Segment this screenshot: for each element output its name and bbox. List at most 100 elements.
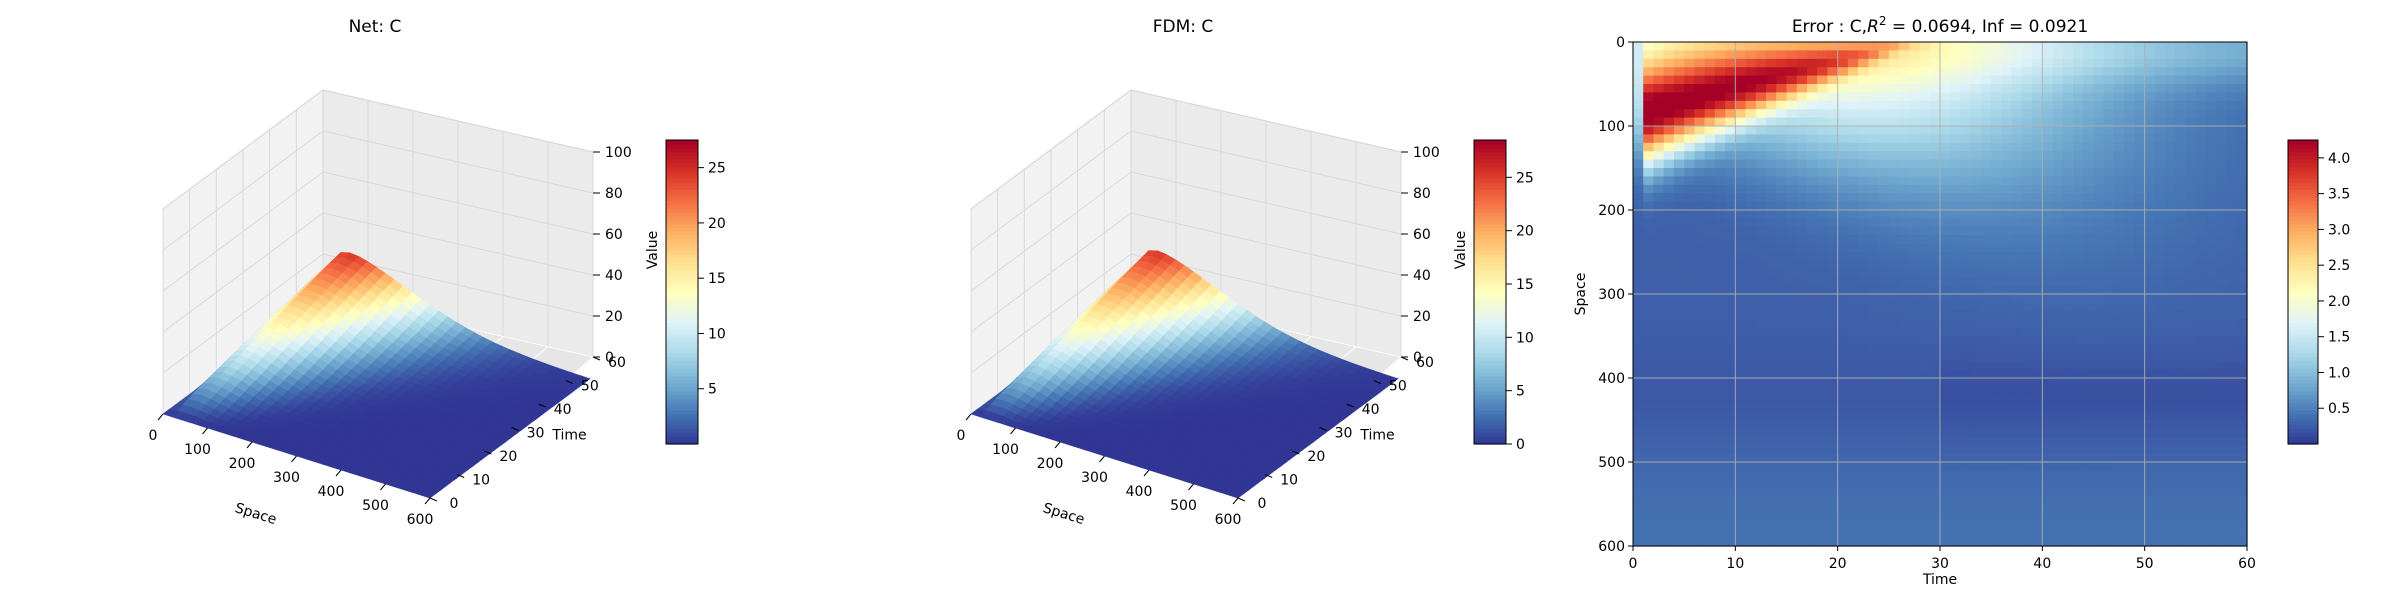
heatmap-cell: [2083, 210, 2095, 219]
heatmap-cell: [1725, 277, 1736, 287]
heatmap-cell: [1633, 462, 1644, 471]
heatmap-cell: [1899, 327, 1910, 337]
heatmap-cell: [1817, 361, 1829, 371]
heatmap-cell: [2093, 201, 2105, 211]
heatmap-cell: [1704, 50, 1716, 60]
heatmap-cell: [1806, 210, 1818, 219]
heatmap-cell: [1929, 67, 1941, 77]
z-tick-label: 60: [605, 227, 623, 243]
heatmap-cell: [1694, 369, 1706, 379]
heatmap-cell: [1888, 268, 1900, 278]
heatmap-cell: [1837, 420, 1849, 429]
heatmap-cell: [1694, 520, 1706, 530]
heatmap-cell: [2011, 310, 2023, 320]
heatmap-cell: [1694, 184, 1706, 194]
colorbar-segment: [666, 314, 698, 320]
heatmap-cell: [1909, 319, 1921, 329]
heatmap-cell: [2052, 302, 2064, 312]
heatmap-cell: [1909, 336, 1921, 345]
colorbar-segment: [1474, 318, 1506, 323]
heatmap-cell: [2052, 268, 2064, 278]
heatmap-cell: [2062, 420, 2074, 429]
heatmap-cell: [2042, 50, 2054, 60]
x-axis-label: Space: [1041, 500, 1086, 528]
heatmap-cell: [1786, 537, 1798, 547]
heatmap-cell: [1878, 302, 1890, 312]
x-tick-mark: [1054, 441, 1061, 449]
heatmap-cell: [2042, 445, 2054, 455]
colorbar-segment: [1474, 246, 1506, 251]
heatmap-cell: [1714, 411, 1726, 421]
heatmap-cell: [2103, 302, 2115, 312]
heatmap-cell: [2052, 386, 2064, 396]
heatmap-cell: [1888, 487, 1900, 497]
heatmap-cell: [1684, 285, 1695, 295]
heatmap-cell: [1745, 151, 1757, 161]
heatmap-cell: [1929, 218, 1941, 228]
heatmap-cell: [1806, 520, 1818, 530]
colorbar-segment: [1474, 238, 1506, 244]
heatmap-cell: [2062, 201, 2074, 211]
heatmap-cell: [1745, 193, 1757, 203]
heatmap-cell: [1684, 302, 1695, 312]
heatmap-cell: [1673, 386, 1685, 396]
heatmap-cell: [2062, 470, 2074, 480]
heatmap-cell: [1970, 210, 1982, 219]
heatmap-cell: [1837, 277, 1849, 287]
heatmap-cell: [2062, 361, 2074, 371]
heatmap-cell: [1991, 126, 2002, 135]
x-tick-mark: [157, 413, 164, 421]
z-grid-line: [970, 212, 1132, 333]
heatmap-cell: [2052, 260, 2064, 270]
heatmap-cell: [2001, 436, 2013, 446]
heatmap-cell: [1991, 168, 2002, 177]
colorbar-segment: [666, 375, 698, 380]
colorbar-tick-label: 25: [1516, 170, 1534, 186]
heatmap-cell: [1940, 134, 1951, 144]
heatmap-cell: [1950, 268, 1962, 278]
heatmap-cell: [1653, 42, 1665, 51]
heatmap-cell: [1847, 436, 1859, 446]
heatmap-cell: [1878, 394, 1890, 404]
heatmap-cell: [1909, 470, 1921, 480]
x-tick-mark: [291, 455, 297, 463]
heatmap-cell: [1735, 134, 1747, 144]
heatmap-cell: [2083, 92, 2095, 102]
colorbar-segment: [1474, 269, 1506, 274]
heatmap-cell: [1827, 361, 1839, 371]
heatmap-cell: [1673, 344, 1685, 354]
heatmap-cell: [2052, 159, 2064, 169]
heatmap-cell: [1980, 260, 1992, 270]
heatmap-cell: [1878, 193, 1890, 203]
heatmap-cell: [1776, 142, 1788, 152]
heatmap-cell: [1827, 252, 1839, 261]
heatmap-cell: [1847, 302, 1859, 312]
heatmap-cell: [1663, 504, 1675, 513]
heatmap-cell: [1919, 75, 1931, 85]
heatmap-cell: [1725, 327, 1736, 337]
heatmap-cell: [1980, 352, 1992, 362]
heatmap-cell: [1817, 226, 1829, 236]
heatmap-cell: [1960, 100, 1972, 110]
heatmap-cell: [1633, 294, 1644, 303]
heatmap-cell: [1796, 512, 1808, 522]
heatmap-cell: [1888, 436, 1900, 446]
heatmap-cell: [1633, 176, 1644, 186]
heatmap-cell: [2052, 201, 2064, 211]
heatmap-cell: [1940, 495, 1951, 505]
heatmap-cell: [1940, 268, 1951, 278]
heatmap-cell: [1909, 445, 1921, 455]
heatmap-cell: [1714, 226, 1726, 236]
heatmap-cell: [1837, 285, 1849, 295]
heatmap-cell: [1940, 529, 1951, 539]
heatmap-cell: [1817, 268, 1829, 278]
heatmap-cell: [1776, 58, 1788, 68]
colorbar-segment: [1474, 322, 1506, 327]
heatmap-cell: [2021, 462, 2033, 471]
heatmap-cell: [1776, 235, 1788, 245]
heatmap-cell: [1991, 453, 2002, 463]
heatmap-cell: [1755, 260, 1767, 270]
heatmap-cell: [2032, 159, 2043, 169]
heatmap-cell: [1960, 411, 1972, 421]
heatmap-cell: [2093, 520, 2105, 530]
